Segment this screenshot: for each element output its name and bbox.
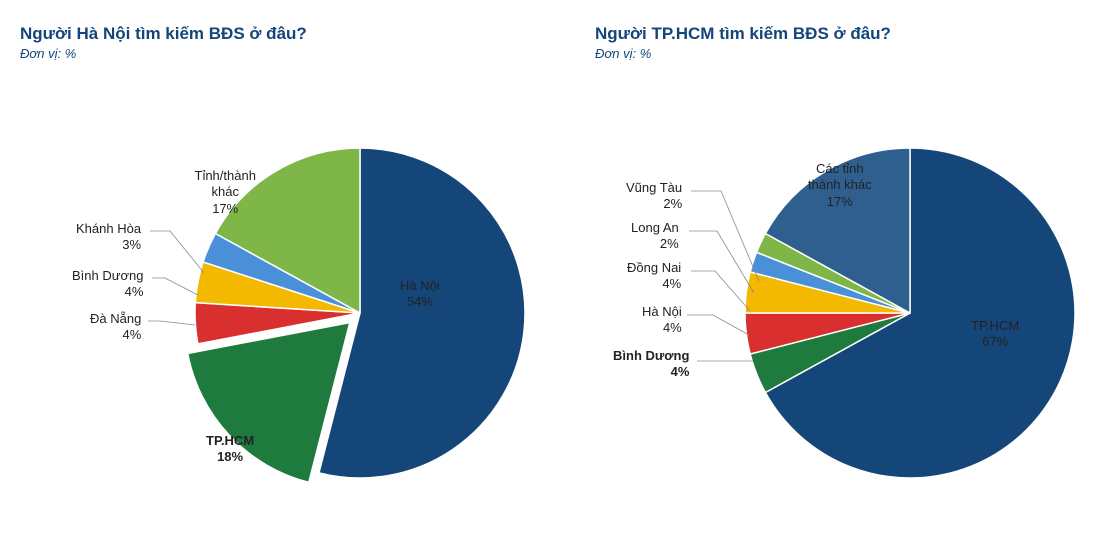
- pie-label: Các tỉnhthành khác17%: [808, 161, 872, 210]
- chart-left-subtitle: Đơn vị: %: [20, 46, 560, 61]
- pie-label: Hà Nội54%: [400, 278, 440, 311]
- chart-right-title: Người TP.HCM tìm kiếm BĐS ở đâu?: [595, 24, 1119, 44]
- chart-right-area: TP.HCM67% Bình Dương4% Hà Nội4% Đồng Nai4% L…: [595, 63, 1119, 523]
- page: { "page": { "width": 1119, "height": 534…: [0, 0, 1119, 534]
- leader-line: [689, 231, 754, 293]
- chart-right-subtitle: Đơn vị: %: [595, 46, 1119, 61]
- pie-svg: [595, 63, 1119, 523]
- pie-label: Hà Nội4%: [642, 304, 682, 337]
- pie-label: Bình Dương4%: [72, 268, 143, 301]
- chart-left-area: Hà Nội54% TP.HCM18% Đà Nẵng4% Bình Dương4% K…: [20, 63, 560, 523]
- pie-label: Đà Nẵng4%: [90, 311, 141, 344]
- pie-label: Tỉnh/thànhkhác17%: [195, 168, 256, 217]
- pie-label: Bình Dương4%: [613, 348, 689, 381]
- chart-left-title: Người Hà Nội tìm kiếm BĐS ở đâu?: [20, 24, 560, 44]
- pie-label: TP.HCM18%: [206, 433, 254, 466]
- pie-label: TP.HCM67%: [971, 318, 1019, 351]
- leader-line: [691, 271, 750, 311]
- pie-label: Khánh Hòa3%: [76, 221, 141, 254]
- leader-line: [148, 321, 195, 325]
- pie-label: Vũng Tàu2%: [626, 180, 682, 213]
- leader-line: [691, 191, 759, 281]
- pie-label: Long An2%: [631, 220, 679, 253]
- chart-left-panel: Người Hà Nội tìm kiếm BĐS ở đâu? Đơn vị:…: [20, 0, 560, 523]
- leader-line: [152, 278, 198, 295]
- pie-label: Đồng Nai4%: [627, 260, 681, 293]
- leader-line: [150, 231, 204, 273]
- leader-line: [687, 315, 749, 335]
- chart-right-panel: Người TP.HCM tìm kiếm BĐS ở đâu? Đơn vị:…: [595, 0, 1119, 523]
